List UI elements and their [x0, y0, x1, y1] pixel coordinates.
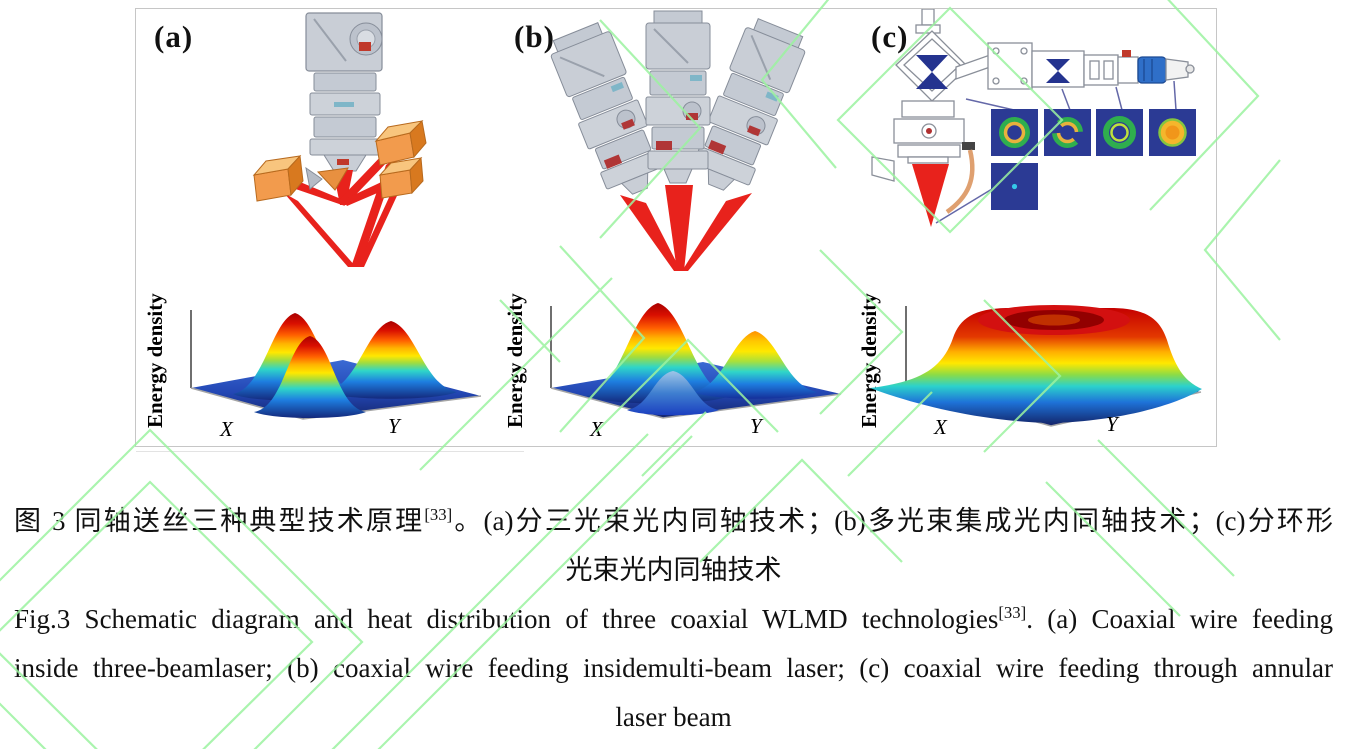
prism-right-icon [378, 156, 424, 199]
caption-zh-line1: 图 3 同轴送丝三种典型技术原理[33]。(a)分三光束光内同轴技术；(b)多光… [14, 500, 1333, 542]
energy-density-axis-label: Energy density [143, 293, 167, 428]
center-mirror-icon [316, 167, 349, 191]
laser-head-a-illustration [305, 12, 383, 172]
caption-zh-line2: 光束光内同轴技术 [565, 555, 782, 585]
x-axis-label: X [589, 417, 604, 441]
caption-zh-text: 图 3 同轴送丝三种典型技术原理 [14, 506, 425, 536]
y-axis-label: Y [1106, 412, 1120, 436]
energy-plot-c: Energy density X Y [857, 293, 1202, 439]
caption-en-line1: Fig.3 Schematic diagram and heat distrib… [14, 598, 1333, 640]
figure-panel: (a) (b) (c) [135, 8, 1217, 447]
energy-surface-annular-ring [870, 305, 1202, 423]
panel-b-label: (b) [514, 19, 555, 54]
laser-beam-b [620, 185, 752, 271]
prism-left-icon [252, 154, 304, 202]
beam-profile-ring-icon [991, 109, 1038, 156]
panel-c-label: (c) [871, 19, 909, 54]
energy-plot-a: Energy density X Y [143, 293, 482, 441]
laser-head-b-center-illustration [645, 10, 711, 184]
beam-profile-dot-icon [991, 163, 1038, 210]
y-axis-label: Y [750, 414, 764, 438]
caption-en-text: Fig.3 Schematic diagram and heat distrib… [14, 604, 999, 634]
citation-33-sup: [33] [424, 505, 453, 524]
laser-beam-c [912, 164, 949, 227]
beam-profile-annular-icon [1096, 109, 1143, 156]
schematic-c-annular-beam [871, 9, 1196, 227]
beam-profile-insets [991, 109, 1196, 210]
schematic-a-three-beam [252, 12, 427, 267]
energy-density-axis-label: Energy density [857, 293, 881, 428]
caption-zh-text-cont: 。(a)分三光束光内同轴技术；(b)多光束集成光内同轴技术；(c)分环形 [452, 506, 1334, 536]
beam-profile-split-ring-icon [1044, 109, 1091, 156]
energy-density-axis-label: Energy density [503, 293, 527, 428]
x-axis-label: X [219, 417, 234, 441]
y-axis-label: Y [388, 414, 402, 438]
panel-a-label: (a) [154, 19, 194, 54]
split-prism-icons [252, 119, 427, 202]
figure-shadow-line [136, 451, 524, 452]
citation-33-sup-en: [33] [998, 603, 1027, 622]
prism-top-right-icon [374, 119, 427, 166]
x-axis-label: X [933, 415, 948, 439]
beam-profile-spot-icon [1149, 109, 1196, 156]
energy-plot-b: Energy density X Y [503, 293, 842, 441]
caption-en-line2: inside three-beamlaser; (b) coaxial wire… [14, 653, 1333, 683]
caption-en-line3: laser beam [615, 702, 732, 732]
caption-en-text-cont: . (a) Coaxial wire feeding [1026, 604, 1333, 634]
